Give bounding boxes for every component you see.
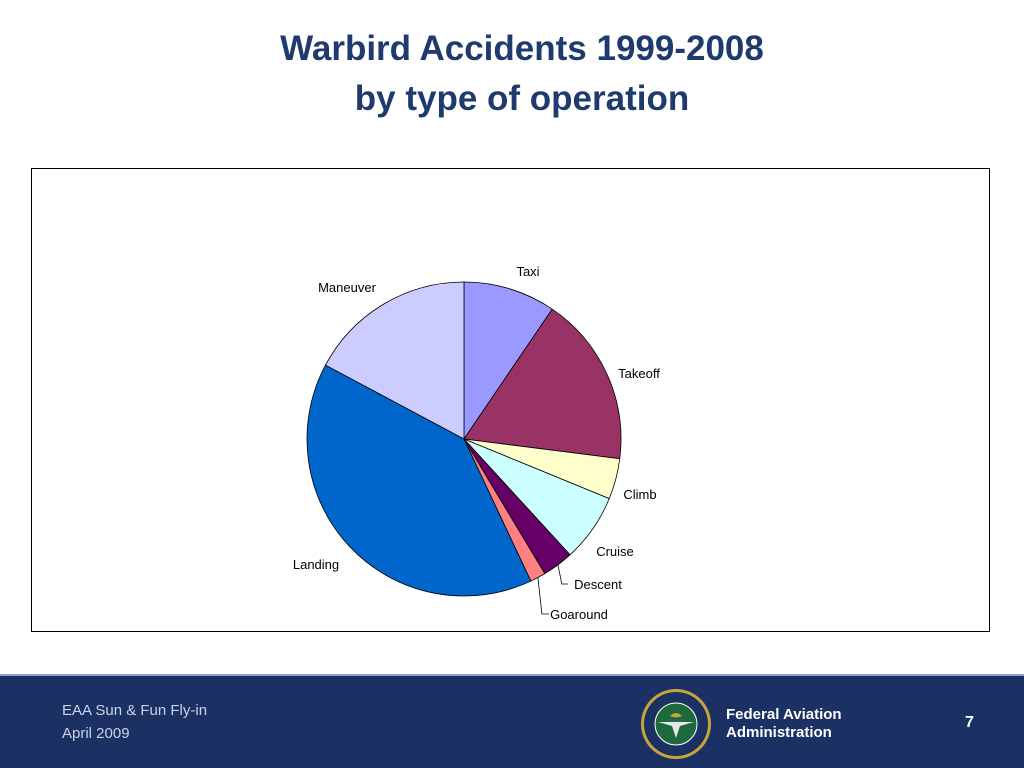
slide-title-line2: by type of operation	[354, 79, 690, 118]
leader-line-goaround	[537, 577, 549, 615]
slice-label-landing: Landing	[293, 557, 339, 572]
slide-title-line1: Warbird Accidents 1999-2008	[280, 29, 764, 68]
pie-slice-maneuver	[324, 281, 465, 440]
footer-date: April 2009	[62, 725, 130, 742]
page-number: 7	[965, 714, 974, 731]
agency-name-line2: Administration	[726, 724, 832, 741]
chart-frame: Taxi Takeoff Climb Cruise Descent Goaround Lan…	[31, 168, 990, 632]
slice-label-climb: Climb	[623, 487, 656, 502]
slice-label-descent: Descent	[574, 577, 622, 592]
pie-slice-takeoff	[463, 308, 622, 460]
pie-chart: Taxi Takeoff Climb Cruise Descent Goaround Lan…	[293, 264, 660, 622]
footer-divider	[0, 674, 1024, 676]
slice-label-cruise: Cruise	[596, 544, 634, 559]
pie-slice-taxi	[463, 281, 553, 441]
slice-label-goaround: Goaround	[550, 607, 608, 622]
footer-event: EAA Sun & Fun Fly-in	[62, 702, 208, 719]
slice-label-maneuver: Maneuver	[318, 280, 376, 295]
leader-line-descent	[557, 564, 568, 585]
slice-label-takeoff: Takeoff	[618, 366, 660, 381]
pie-slice-landing	[306, 364, 532, 597]
agency-name-line1: Federal Aviation	[726, 706, 842, 723]
faa-seal-icon	[641, 689, 711, 759]
footer-bar	[0, 676, 1024, 768]
slice-label-taxi: Taxi	[516, 264, 539, 279]
